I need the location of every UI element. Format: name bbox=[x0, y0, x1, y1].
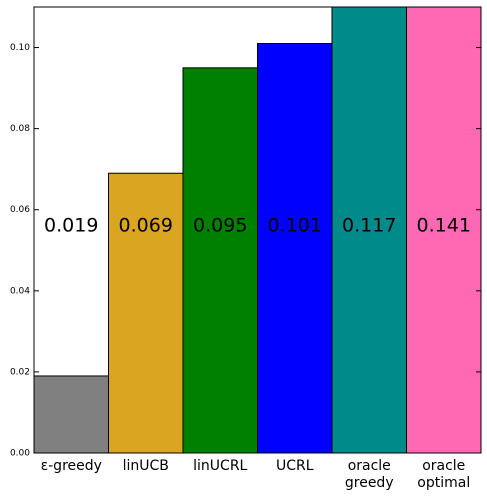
y-tick-label-1: 0.02 bbox=[10, 367, 30, 377]
value-labels-layer: 0.019 0.069 0.095 0.101 0.117 0.141 bbox=[44, 214, 471, 236]
bar-3 bbox=[257, 42, 333, 454]
y-axis: 0.00 0.02 0.04 0.06 0.08 0.10 bbox=[10, 43, 481, 459]
value-label-3: 0.101 bbox=[268, 214, 322, 236]
x-tick-label-3: UCRL bbox=[276, 458, 314, 474]
x-tick-label-5: oracle optimal bbox=[417, 458, 470, 491]
value-label-4: 0.117 bbox=[342, 214, 396, 236]
bars-layer bbox=[33, 6, 482, 454]
value-label-2: 0.095 bbox=[193, 214, 247, 236]
value-label-1: 0.069 bbox=[119, 214, 173, 236]
y-tick-label-0: 0.00 bbox=[10, 449, 30, 459]
value-label-5: 0.141 bbox=[417, 214, 471, 236]
x-tick-label-4: oracle greedy bbox=[345, 458, 394, 491]
bar-0 bbox=[33, 375, 109, 454]
y-tick-label-5: 0.10 bbox=[10, 43, 30, 53]
bar-2 bbox=[182, 67, 258, 454]
x-tick-label-0: ε-greedy bbox=[41, 458, 102, 474]
value-label-0: 0.019 bbox=[44, 214, 98, 236]
y-tick-label-4: 0.08 bbox=[10, 124, 30, 134]
plot-frame bbox=[33, 6, 482, 454]
x-axis: ε-greedy linUCB linUCRL UCRL oracle greedy ora… bbox=[41, 458, 471, 491]
bar-1 bbox=[108, 172, 184, 454]
y-tick-label-2: 0.04 bbox=[10, 286, 30, 296]
x-tick-label-1: linUCB bbox=[123, 458, 169, 474]
y-tick-label-3: 0.06 bbox=[10, 205, 30, 215]
bar-4 bbox=[331, 6, 407, 454]
x-tick-label-2: linUCRL bbox=[193, 458, 247, 474]
